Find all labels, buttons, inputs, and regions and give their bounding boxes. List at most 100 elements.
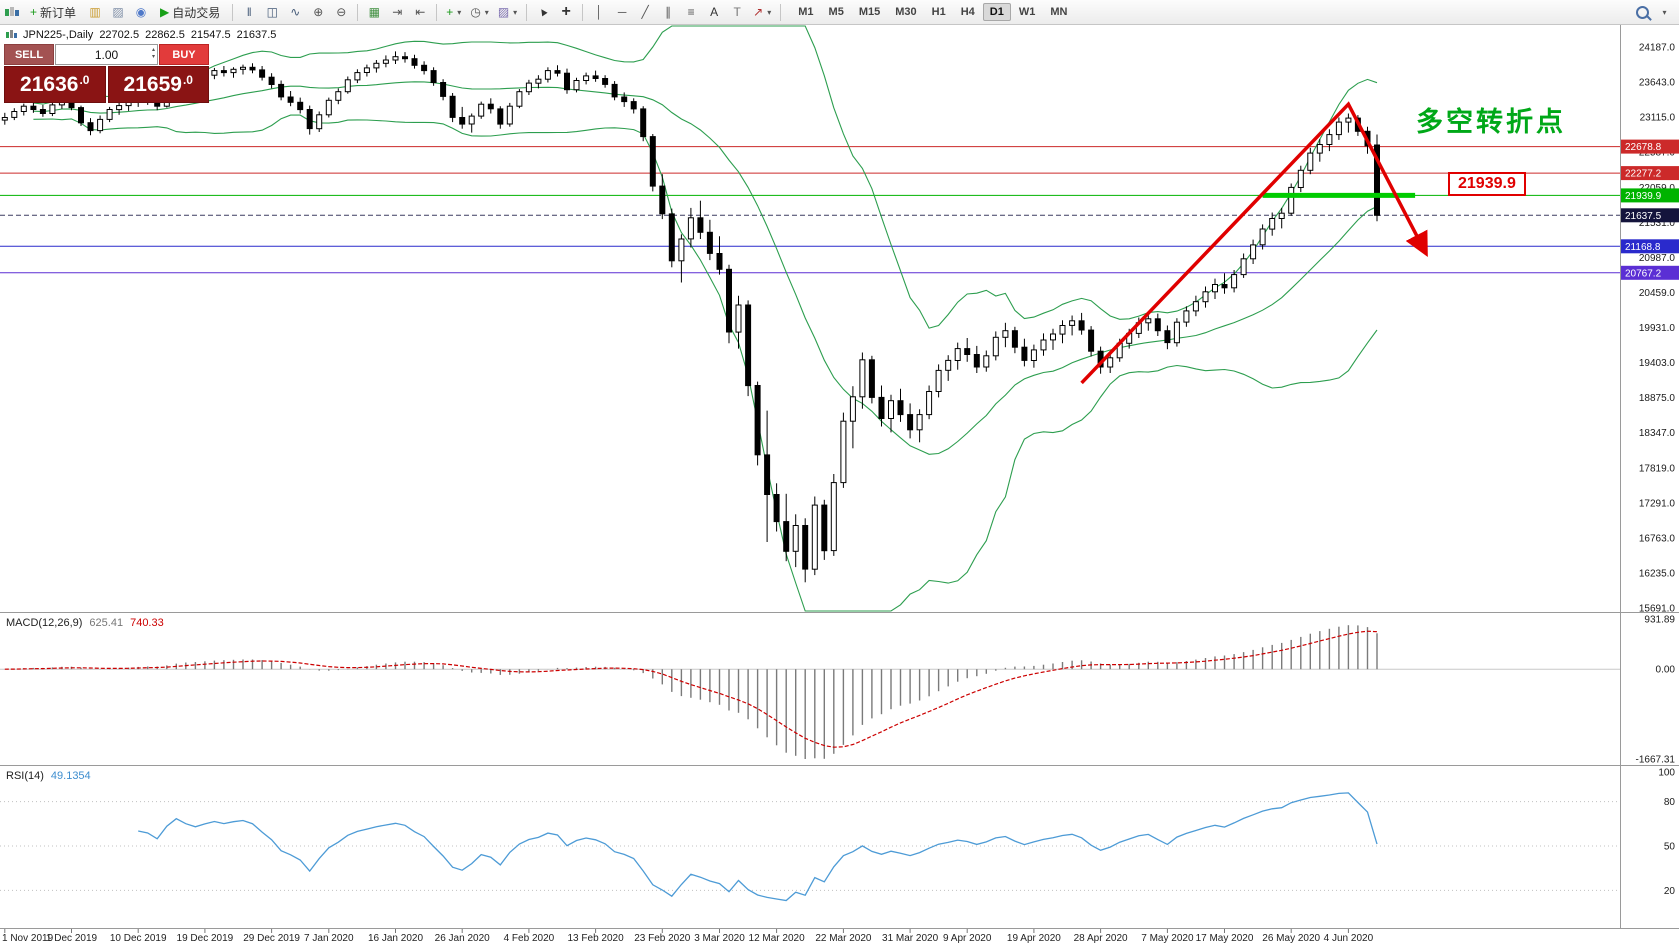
- crosshair-icon[interactable]: +: [555, 2, 577, 23]
- timeframe-m15[interactable]: M15: [858, 6, 881, 18]
- svg-text:16763.0: 16763.0: [1639, 533, 1676, 544]
- svg-text:19931.0: 19931.0: [1639, 323, 1676, 334]
- timeframe-d1[interactable]: D1: [982, 3, 1011, 21]
- periods-icon[interactable]: ◷ ▾: [466, 2, 493, 23]
- fibonacci-icon-glyph: ≡: [687, 5, 695, 19]
- toolbar-overflow-caret[interactable]: ▾: [1653, 2, 1675, 23]
- mt4-logo: [4, 5, 20, 19]
- channel-icon[interactable]: ∥: [657, 2, 679, 23]
- price-tags: 22678.8 22277.2 21939.9 21168.8 20767.2 21637…: [1621, 139, 1679, 280]
- fibonacci-icon[interactable]: ≡: [680, 2, 702, 23]
- timeframe-h4[interactable]: H4: [960, 6, 975, 18]
- svg-text:22059.0: 22059.0: [1639, 183, 1676, 194]
- line-chart-icon-glyph: ∿: [290, 5, 301, 19]
- buy-price-main: 21659: [123, 72, 182, 96]
- svg-text:21168.8: 21168.8: [1625, 242, 1661, 253]
- svg-text:17819.0: 17819.0: [1639, 463, 1676, 474]
- rsi-name: RSI(14): [6, 770, 44, 782]
- lot-size-input[interactable]: 1.00 ▴ ▾: [55, 44, 158, 65]
- timeframe-m1[interactable]: M1: [798, 6, 814, 18]
- horizontal-line-icon[interactable]: ─: [611, 2, 633, 23]
- caret-down-icon: ▾: [484, 7, 489, 17]
- channel-icon-glyph: ∥: [665, 5, 672, 19]
- chart-shift-icon[interactable]: ⇤: [409, 2, 431, 23]
- charts-icon[interactable]: ▥: [84, 2, 106, 23]
- profiles-icon-glyph: ▨: [112, 5, 124, 19]
- spinner-up-icon[interactable]: ▴: [151, 47, 155, 53]
- timeframe-m30[interactable]: M30: [895, 6, 917, 18]
- buy-button[interactable]: BUY: [159, 44, 209, 65]
- search-icon[interactable]: [1631, 2, 1653, 23]
- buy-price-display[interactable]: 21659.0: [107, 66, 209, 103]
- trend-arrow-object[interactable]: [1080, 101, 1428, 385]
- zoom-out-icon[interactable]: ⊖: [330, 2, 352, 23]
- sell-button[interactable]: SELL: [4, 44, 54, 65]
- svg-text:26 Jan 2020: 26 Jan 2020: [435, 933, 490, 944]
- toolbar-separator: [357, 3, 359, 21]
- timeframe-h1[interactable]: H1: [931, 6, 946, 18]
- svg-text:22277.2: 22277.2: [1625, 169, 1662, 180]
- svg-text:20987.0: 20987.0: [1639, 253, 1676, 264]
- timeframe-mn[interactable]: MN: [1050, 6, 1068, 18]
- tile-windows-icon[interactable]: ▦: [363, 2, 385, 23]
- lot-size-value: 1.00: [94, 47, 119, 62]
- cursor-icon[interactable]: ▲: [532, 2, 554, 23]
- turning-point-annotation[interactable]: 多空转折点: [1416, 107, 1566, 137]
- bar-chart-icon[interactable]: ‖: [238, 2, 260, 23]
- new-order-button-label: 新订单: [40, 5, 77, 20]
- horizontal-line-objects[interactable]: [0, 146, 1620, 274]
- svg-text:22 Mar 2020: 22 Mar 2020: [815, 933, 872, 944]
- macd-indicator: 931.89 0.00 -1667.31: [0, 615, 1675, 766]
- svg-text:15691.0: 15691.0: [1639, 604, 1676, 615]
- svg-text:9 Apr 2020: 9 Apr 2020: [943, 933, 992, 944]
- trendline-icon[interactable]: ╱: [634, 2, 656, 23]
- text-icon[interactable]: A: [703, 2, 725, 23]
- low-value: 21547.5: [190, 29, 231, 41]
- candlestick-icon[interactable]: ◫: [261, 2, 283, 23]
- svg-text:19403.0: 19403.0: [1639, 358, 1676, 369]
- market-icon[interactable]: ◉: [130, 2, 152, 23]
- svg-text:22678.8: 22678.8: [1625, 142, 1662, 153]
- label-icon[interactable]: T: [726, 2, 748, 23]
- timeframe-w1[interactable]: W1: [1018, 6, 1036, 18]
- open-value: 22702.5: [99, 29, 140, 41]
- macd-name: MACD(12,26,9): [6, 617, 83, 629]
- autotrading-button[interactable]: ▶ 自动交易: [153, 2, 227, 23]
- level-price-annotation[interactable]: 21939.9: [1448, 172, 1526, 196]
- spinner-down-icon[interactable]: ▾: [151, 53, 155, 60]
- vertical-line-icon-glyph: │: [595, 5, 603, 19]
- svg-text:0.00: 0.00: [1656, 665, 1676, 676]
- auto-scroll-icon[interactable]: ⇥: [386, 2, 408, 23]
- autotrading-button-label: 自动交易: [172, 5, 221, 20]
- text-icon-glyph: A: [710, 5, 719, 19]
- lot-spinner[interactable]: ▴ ▾: [152, 47, 155, 60]
- arrows-icon[interactable]: ↗ ▾: [749, 2, 775, 23]
- auto-scroll-icon-glyph: ⇥: [392, 5, 403, 19]
- vertical-line-icon[interactable]: │: [588, 2, 610, 23]
- svg-text:931.89: 931.89: [1644, 615, 1675, 626]
- svg-text:12 Mar 2020: 12 Mar 2020: [749, 933, 806, 944]
- new-order-button[interactable]: + 新订单: [23, 2, 83, 23]
- svg-text:21637.5: 21637.5: [1625, 211, 1662, 222]
- sell-price-display[interactable]: 21636.0: [4, 66, 106, 103]
- line-chart-icon[interactable]: ∿: [284, 2, 306, 23]
- charts-icon-glyph: ▥: [89, 5, 101, 19]
- timeframe-group: M1 M5 M15 M30 H1 H4 D1 W1 MN: [791, 3, 1074, 21]
- svg-text:21939.9: 21939.9: [1625, 191, 1662, 202]
- svg-text:20: 20: [1664, 886, 1676, 897]
- svg-text:3 Mar 2020: 3 Mar 2020: [694, 933, 745, 944]
- market-icon-glyph: ◉: [135, 5, 147, 19]
- indicators-icon[interactable]: + ▾: [442, 2, 465, 23]
- zoom-in-icon[interactable]: ⊕: [307, 2, 329, 23]
- profiles-icon[interactable]: ▨: [107, 2, 129, 23]
- trendline-icon-glyph: ╱: [641, 5, 649, 19]
- caret-down-icon: ▾: [767, 7, 772, 17]
- svg-text:19 Dec 2019: 19 Dec 2019: [177, 933, 234, 944]
- svg-text:17 May 2020: 17 May 2020: [1196, 933, 1254, 944]
- templates-icon[interactable]: ▨ ▾: [494, 2, 521, 23]
- macd-signal-value: 740.33: [130, 617, 164, 629]
- timeframe-m5[interactable]: M5: [828, 6, 844, 18]
- toolbar-separator: [232, 3, 234, 21]
- tile-windows-icon-glyph: ▦: [368, 5, 380, 19]
